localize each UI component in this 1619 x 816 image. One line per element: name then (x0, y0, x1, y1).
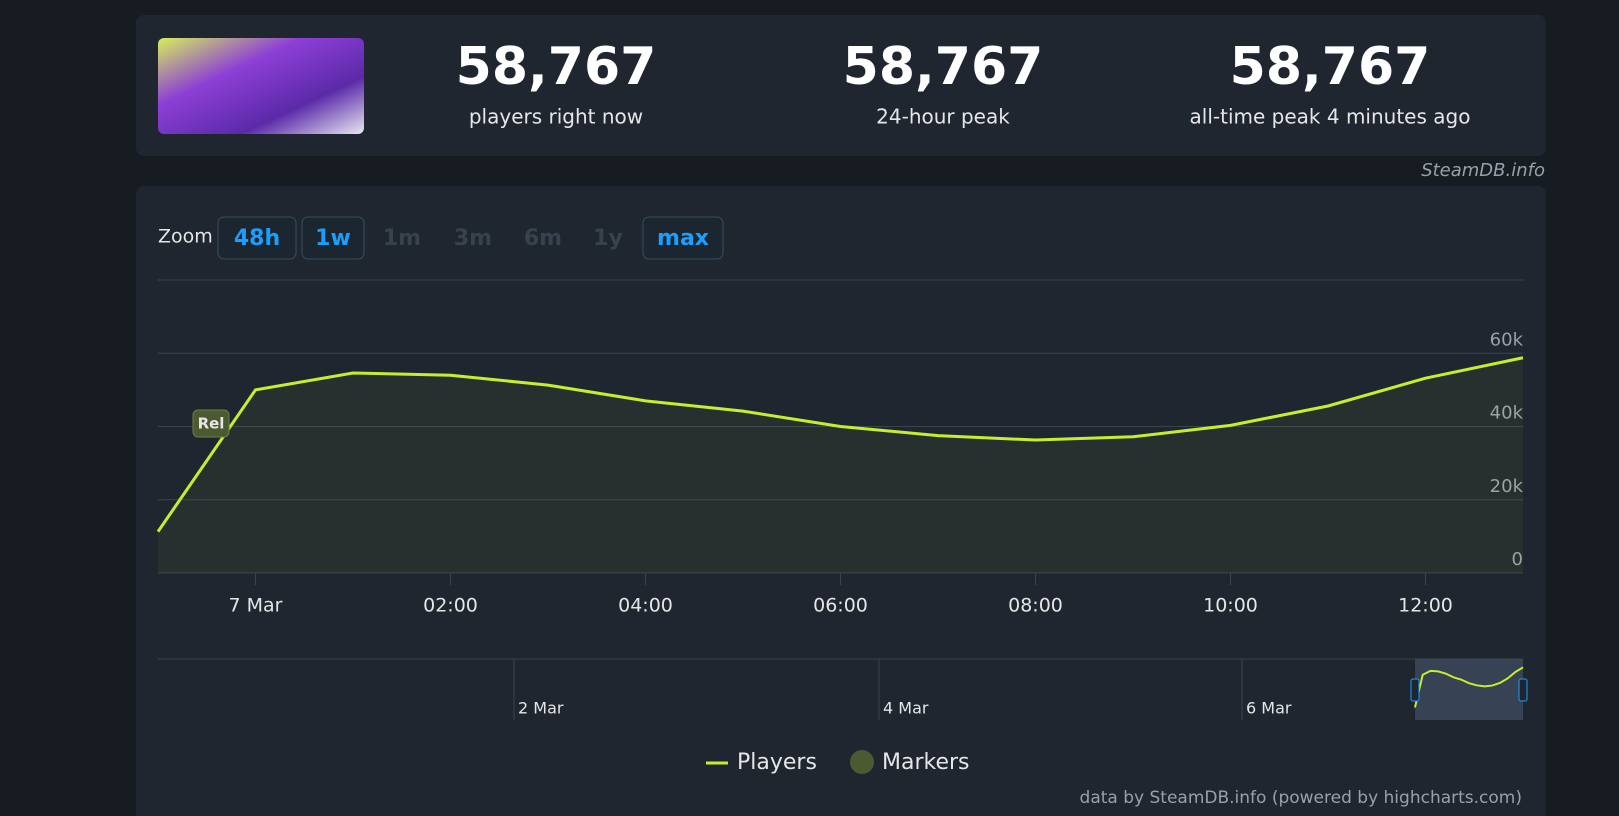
zoom-button-frame (217, 216, 297, 260)
y-tick-label: 60k (1490, 329, 1524, 350)
navigator-handle[interactable] (1518, 678, 1528, 702)
y-tick-label: 0 (1512, 549, 1523, 570)
stat-label: players right now (469, 105, 643, 129)
zoom-button-frame (301, 216, 365, 260)
marker-label: Rel (198, 415, 225, 433)
navigator-label: 6 Mar (1246, 699, 1292, 718)
legend-label[interactable]: Markers (882, 750, 970, 775)
stat-label: 24-hour peak (876, 105, 1010, 129)
navigator-label: 2 Mar (518, 699, 564, 718)
game-cover (158, 38, 364, 134)
navigator-handle[interactable] (1410, 678, 1420, 702)
stat-value: 58,767 (843, 37, 1044, 97)
zoom-button[interactable]: max (657, 226, 709, 251)
stats-panel (136, 15, 1546, 156)
navigator-label: 4 Mar (883, 699, 929, 718)
legend-label[interactable]: Players (737, 750, 817, 775)
zoom-button-frame (642, 216, 724, 260)
navigator-line (1414, 666, 1524, 708)
zoom-button[interactable]: 1y (593, 226, 623, 251)
area (158, 357, 1523, 573)
zoom-label: Zoom (158, 226, 213, 248)
x-tick-label: 02:00 (423, 595, 478, 617)
x-tick-label: 08:00 (1008, 595, 1063, 617)
zoom-button[interactable]: 48h (234, 226, 280, 251)
x-tick-label: 12:00 (1398, 595, 1453, 617)
x-tick-label: 06:00 (813, 595, 868, 617)
navigator-window (1415, 659, 1523, 720)
y-tick-label: 40k (1490, 403, 1524, 424)
stat-label: all-time peak 4 minutes ago (1190, 105, 1471, 129)
zoom-button[interactable]: 1w (315, 226, 351, 251)
zoom-button[interactable]: 1m (383, 226, 421, 251)
x-tick-label: 04:00 (618, 595, 673, 617)
x-tick-label: 10:00 (1203, 595, 1258, 617)
x-tick-label: 7 Mar (229, 595, 283, 617)
line (156, 356, 1524, 533)
zoom-button[interactable]: 6m (524, 226, 562, 251)
marker (192, 409, 230, 438)
stat-value: 58,767 (456, 37, 657, 97)
legend-marker (850, 750, 874, 774)
zoom-button[interactable]: 3m (454, 226, 492, 251)
source: SteamDB.info (1421, 160, 1545, 181)
credits: data by SteamDB.info (powered by highcha… (1080, 788, 1522, 808)
stat-value: 58,767 (1230, 37, 1431, 97)
y-tick-label: 20k (1490, 476, 1524, 497)
